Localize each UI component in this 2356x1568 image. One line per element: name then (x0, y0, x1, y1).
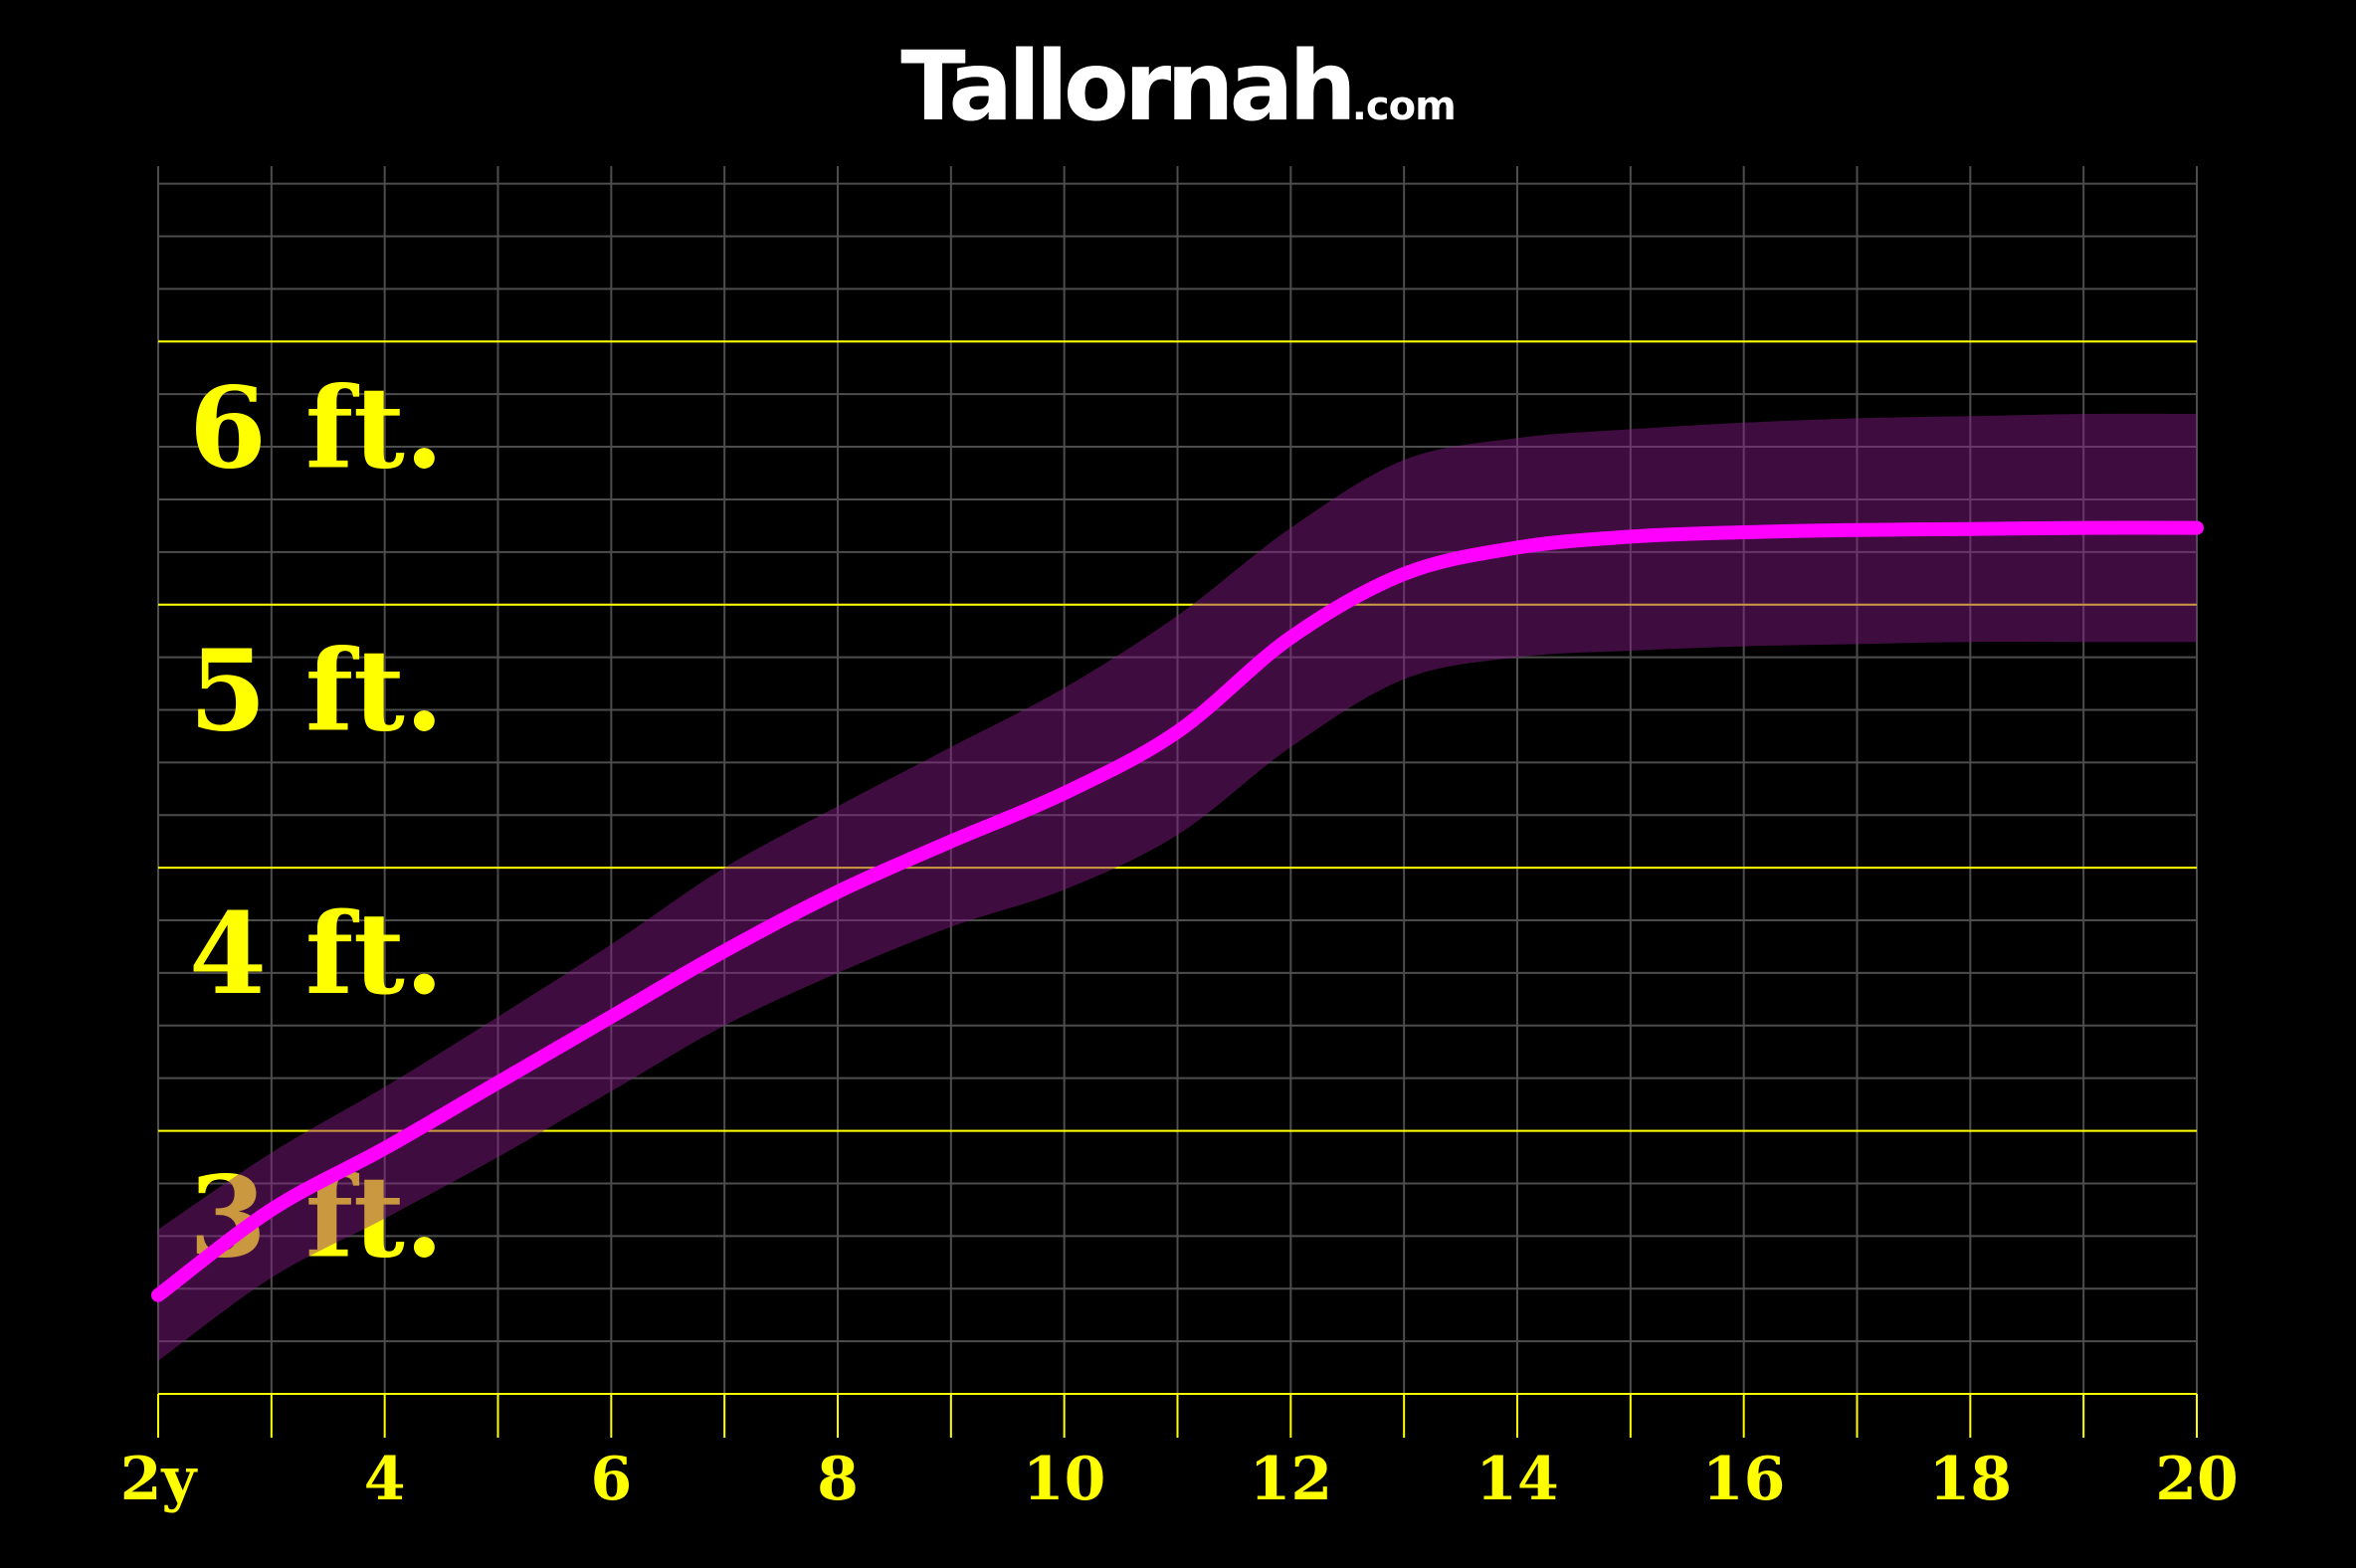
x-axis-ticks: 2y 4 6 8 10 12 14 16 18 20 (120, 1393, 2239, 1514)
height-median-line (151, 520, 2204, 1302)
x-tick-label: 4 (364, 1445, 406, 1514)
foot-label: 6 ft. (189, 363, 444, 493)
site-logo-name: Tallornah (900, 31, 1351, 142)
x-tick-label: 14 (1475, 1445, 1559, 1514)
foot-label: 5 ft. (189, 627, 444, 757)
x-tick-label: 2y (120, 1445, 199, 1514)
foot-lines (158, 340, 2197, 1132)
site-logo-domain: .com (1352, 84, 1456, 129)
x-tick-label: 8 (817, 1445, 859, 1514)
median-line-path (151, 520, 2204, 1302)
x-tick-label: 18 (1929, 1445, 2013, 1514)
foot-labels: 6 ft. 5 ft. 4 ft. 3 ft. (189, 363, 444, 1282)
x-tick-label: 12 (1250, 1445, 1333, 1514)
range-band-area (158, 413, 2197, 1361)
height-range-band (158, 413, 2197, 1361)
foot-label: 4 ft. (189, 889, 444, 1020)
x-tick-label: 20 (2155, 1445, 2239, 1514)
x-tick-label: 16 (1702, 1445, 1786, 1514)
site-logo: Tallornah.com (900, 31, 1456, 142)
foot-label: 3 ft. (189, 1153, 444, 1283)
x-tick-label: 10 (1023, 1445, 1106, 1514)
x-tick-label: 6 (590, 1445, 632, 1514)
